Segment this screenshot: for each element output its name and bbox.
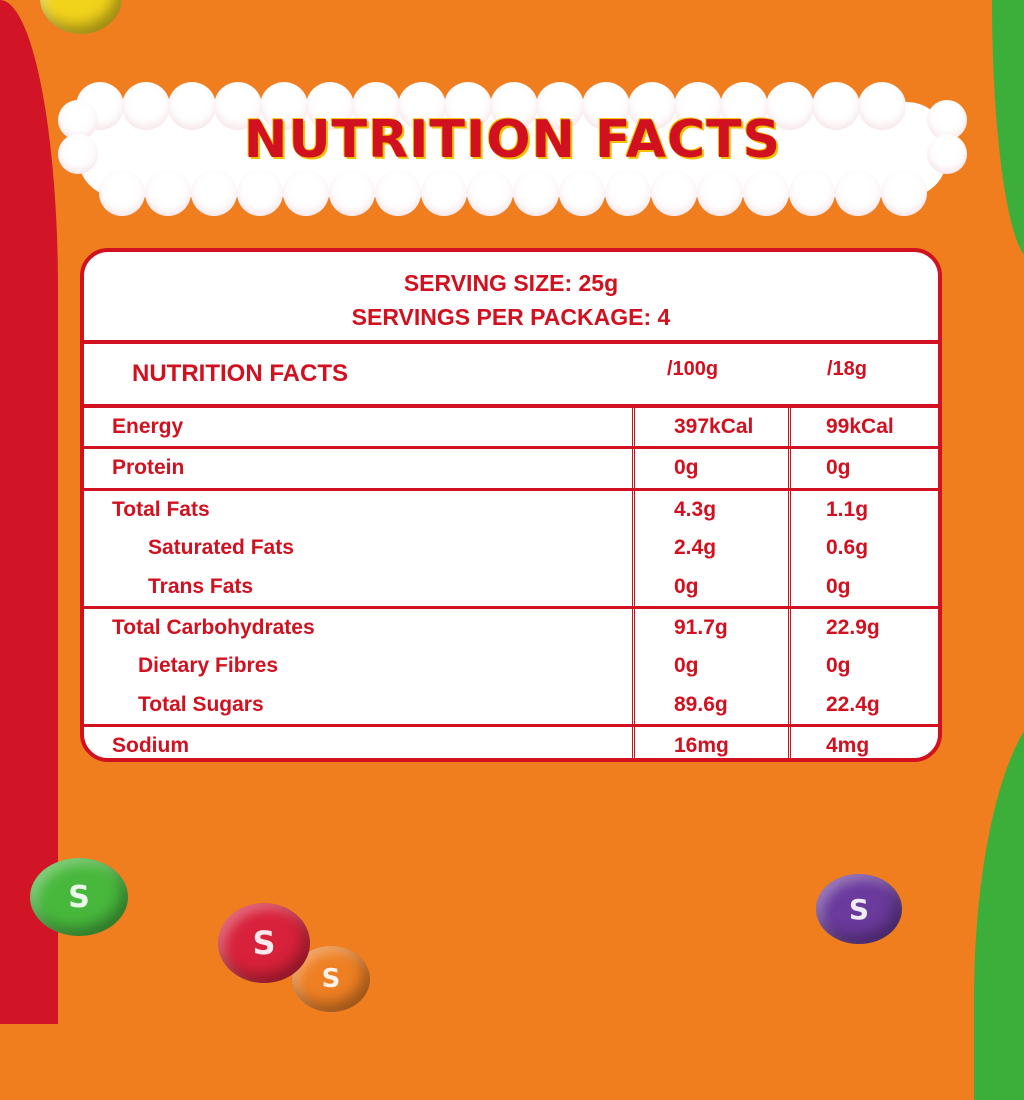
nutrient-name: Saturated Fats xyxy=(148,536,294,560)
value-per-serving: 1.1g xyxy=(826,497,869,521)
value-per-100g: 0g xyxy=(674,654,699,678)
serving-info: SERVING SIZE: 25g SERVINGS PER PACKAGE: … xyxy=(84,252,938,344)
table-row: Total Fats 4.3g 1.1g xyxy=(84,491,938,529)
nutrition-panel: SERVING SIZE: 25g SERVINGS PER PACKAGE: … xyxy=(80,248,942,762)
value-per-100g: 16mg xyxy=(674,734,729,758)
table-row: Energy 397kCal 99kCal xyxy=(84,408,938,446)
value-per-100g: 2.4g xyxy=(674,536,717,560)
table-row-group: Protein 0g 0g xyxy=(84,449,938,491)
candy-purple: S xyxy=(816,874,902,944)
nutrient-name: Energy xyxy=(112,415,184,438)
table-row-group: Total Fats 4.3g 1.1g Saturated Fats 2.4g 0.6g… xyxy=(84,491,938,609)
value-per-serving: 22.9g xyxy=(826,615,880,639)
table-row: Saturated Fats 2.4g 0.6g xyxy=(84,529,938,567)
value-per-100g: 4.3g xyxy=(674,497,717,521)
value-per-100g: 0g xyxy=(674,456,699,480)
serving-size: SERVING SIZE: 25g xyxy=(403,270,619,296)
nutrient-name: Dietary Fibres xyxy=(138,654,279,678)
nutrient-name: Total Fats xyxy=(112,497,210,521)
table-row: Trans Fats 0g 0g xyxy=(84,568,938,606)
table-row: Sodium 16mg 4mg xyxy=(84,727,938,758)
nutrient-name: Total Sugars xyxy=(138,692,264,716)
table-row: Dietary Fibres 0g 0g xyxy=(84,647,938,685)
nutrient-name: Trans Fats xyxy=(148,574,254,598)
servings-per-package: SERVINGS PER PACKAGE: 4 xyxy=(351,304,671,330)
value-per-100g: 0g xyxy=(674,574,699,598)
left-red-stripe xyxy=(0,0,58,1024)
nutrition-table: Energy 397kCal 99kCal Protein 0g 0g Total Fats… xyxy=(84,408,938,758)
value-per-100g: 89.6g xyxy=(674,692,728,716)
table-header-label: NUTRITION FACTS xyxy=(132,360,348,387)
table-row-group: Energy 397kCal 99kCal xyxy=(84,408,938,450)
nutrient-name: Total Carbohydrates xyxy=(112,615,315,639)
candy-green: S xyxy=(30,858,128,936)
nutrient-name: Sodium xyxy=(112,734,189,758)
table-row: Total Sugars 89.6g 22.4g xyxy=(84,686,938,724)
candy-red: S xyxy=(218,903,310,983)
value-per-serving: 0g xyxy=(826,574,851,598)
column-header-per-serving: /18g xyxy=(827,358,868,380)
value-per-serving: 0g xyxy=(826,456,851,480)
value-per-serving: 0.6g xyxy=(826,536,869,560)
table-row-group: Sodium 16mg 4mg xyxy=(84,727,938,758)
table-row: Total Carbohydrates 91.7g 22.9g xyxy=(84,609,938,647)
value-per-100g: 397kCal xyxy=(674,415,754,438)
value-per-serving: 22.4g xyxy=(826,692,880,716)
value-per-serving: 0g xyxy=(826,654,851,678)
candy-yellow xyxy=(40,0,122,34)
value-per-serving: 99kCal xyxy=(826,415,894,438)
page-title: NUTRITION FACTS xyxy=(243,110,782,170)
value-per-serving: 4mg xyxy=(826,734,870,758)
value-per-100g: 91.7g xyxy=(674,615,728,639)
right-green-stripe xyxy=(974,0,1024,1100)
nutrient-name: Protein xyxy=(112,456,185,480)
table-header: NUTRITION FACTS /100g /18g xyxy=(84,344,938,408)
column-header-per-100g: /100g xyxy=(667,358,719,380)
title-cloud: NUTRITION FACTS xyxy=(58,80,967,216)
table-row: Protein 0g 0g xyxy=(84,449,938,487)
table-row-group: Total Carbohydrates 91.7g 22.9g Dietary Fib… xyxy=(84,609,938,728)
